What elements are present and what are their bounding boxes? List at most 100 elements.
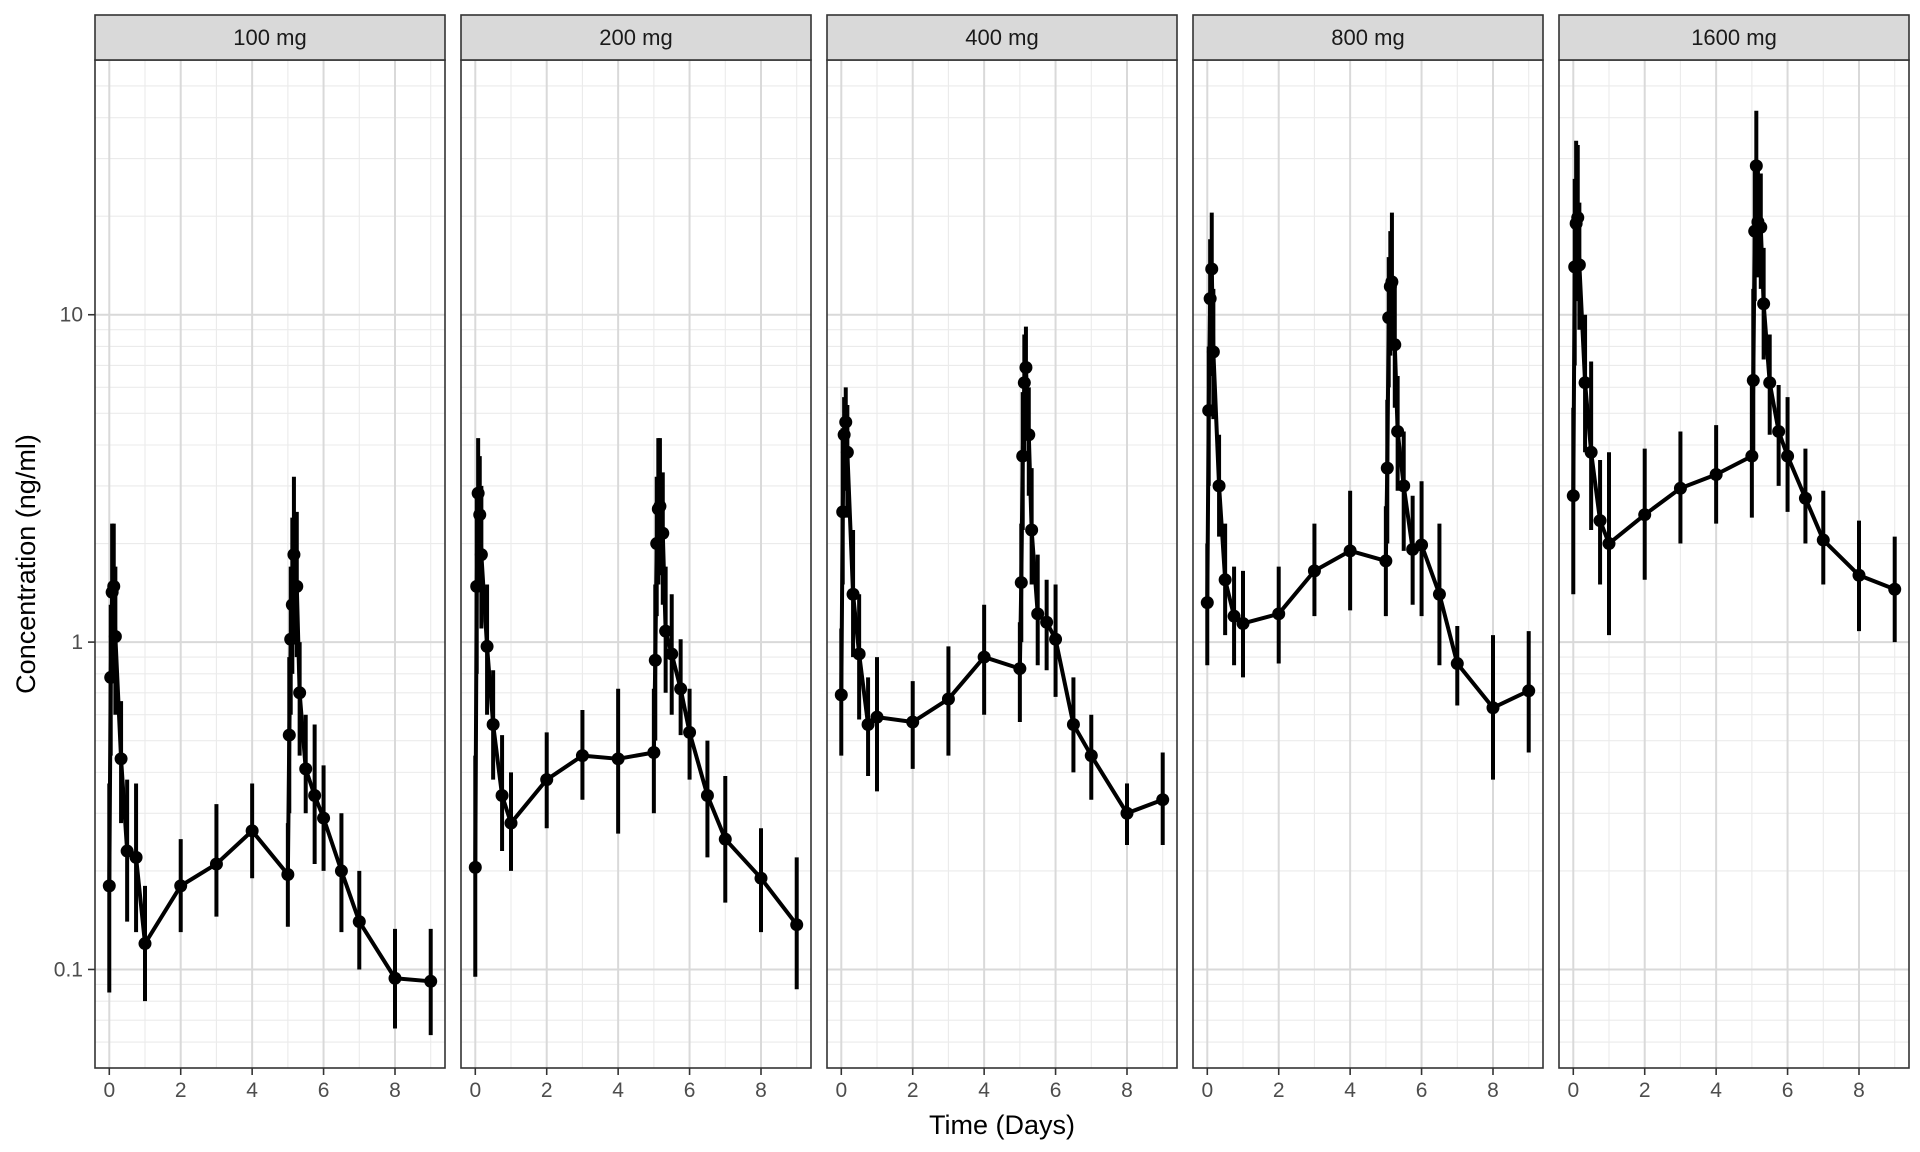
y-axis-title: Concentration (ng/ml): [11, 434, 41, 694]
data-point: [1432, 587, 1446, 601]
facet-strip-label: 1600 mg: [1691, 25, 1777, 50]
y-tick-label: 0.1: [54, 958, 83, 981]
data-point: [473, 508, 487, 522]
data-point: [790, 918, 804, 932]
facet-strip-label: 800 mg: [1331, 25, 1404, 50]
x-tick-label: 0: [1567, 1079, 1579, 1102]
x-tick-label: 6: [684, 1079, 696, 1102]
data-point: [471, 486, 485, 500]
data-point: [1673, 481, 1687, 495]
data-point: [1450, 657, 1464, 671]
x-tick-label: 2: [907, 1079, 919, 1102]
data-point: [1200, 596, 1214, 610]
data-point: [1763, 376, 1777, 390]
data-point: [674, 682, 688, 696]
data-point: [1602, 537, 1616, 551]
data-point: [129, 850, 143, 864]
data-point: [834, 688, 848, 702]
data-point: [1388, 338, 1402, 352]
data-point: [1120, 806, 1134, 820]
data-point: [1382, 311, 1396, 325]
data-point: [1593, 514, 1607, 528]
data-point: [977, 650, 991, 664]
data-point: [1746, 373, 1760, 387]
data-point: [1888, 582, 1902, 596]
data-point: [1391, 424, 1405, 438]
data-point: [1379, 554, 1393, 568]
x-tick-label: 8: [1121, 1079, 1133, 1102]
x-tick-label: 8: [389, 1079, 401, 1102]
data-point: [209, 857, 223, 871]
x-tick-label: 4: [1344, 1079, 1356, 1102]
y-tick-label: 1: [71, 631, 83, 654]
data-point: [1571, 211, 1585, 225]
panel-background: [95, 60, 445, 1068]
data-point: [245, 824, 259, 838]
data-point: [700, 788, 714, 802]
data-point: [1852, 568, 1866, 582]
x-tick-label: 2: [1273, 1079, 1285, 1102]
facet-panel: 100 mg 0 2 4 6 8 0.1 1 10: [54, 14, 446, 1102]
data-point: [281, 868, 295, 882]
panel-background: [1193, 60, 1543, 1068]
data-point: [1218, 573, 1232, 587]
x-tick-label: 2: [175, 1079, 187, 1102]
facet-strip: [826, 14, 1178, 61]
data-point: [1014, 576, 1028, 590]
data-point: [683, 725, 697, 739]
data-point: [852, 647, 866, 661]
data-point: [1019, 360, 1033, 374]
data-point: [1397, 479, 1411, 493]
data-point: [1206, 345, 1220, 359]
data-point: [870, 710, 884, 724]
data-point: [1022, 428, 1036, 442]
x-tick-label: 6: [318, 1079, 330, 1102]
data-point: [1049, 632, 1063, 646]
data-point: [1757, 297, 1771, 311]
data-point: [1205, 262, 1219, 276]
data-point: [846, 587, 860, 601]
facet-strip: [94, 14, 446, 61]
panel-background: [1559, 60, 1909, 1068]
data-point: [1272, 607, 1286, 621]
data-point: [653, 499, 667, 513]
data-point: [468, 860, 482, 874]
facet-strip: [1558, 14, 1910, 61]
x-tick-label: 4: [612, 1079, 624, 1102]
data-point: [114, 752, 128, 766]
data-point: [282, 728, 296, 742]
data-point: [1084, 749, 1098, 763]
facet-strip-label: 400 mg: [965, 25, 1038, 50]
data-point: [647, 745, 661, 759]
data-point: [861, 718, 875, 732]
x-tick-label: 4: [1710, 1079, 1722, 1102]
data-point: [1522, 684, 1536, 698]
data-point: [1156, 793, 1170, 807]
data-point: [107, 579, 121, 593]
x-tick-label: 0: [103, 1079, 115, 1102]
data-point: [1031, 607, 1045, 621]
data-point: [1307, 564, 1321, 578]
data-point: [284, 632, 298, 646]
data-point: [1754, 220, 1768, 234]
data-point: [474, 548, 488, 562]
data-point: [718, 832, 732, 846]
data-point: [648, 653, 662, 667]
data-point: [495, 788, 509, 802]
data-point: [837, 428, 851, 442]
x-tick-label: 8: [1853, 1079, 1865, 1102]
data-point: [480, 639, 494, 653]
data-point: [1202, 403, 1216, 417]
series-line: [473, 491, 799, 926]
x-tick-label: 4: [978, 1079, 990, 1102]
data-point: [650, 537, 664, 551]
x-tick-label: 0: [835, 1079, 847, 1102]
x-tick-label: 6: [1782, 1079, 1794, 1102]
data-point: [1025, 523, 1039, 537]
data-point: [540, 773, 554, 787]
x-tick-label: 0: [1201, 1079, 1213, 1102]
data-point: [308, 788, 322, 802]
data-point: [1415, 538, 1429, 552]
x-axis-title: Time (Days): [929, 1110, 1075, 1140]
